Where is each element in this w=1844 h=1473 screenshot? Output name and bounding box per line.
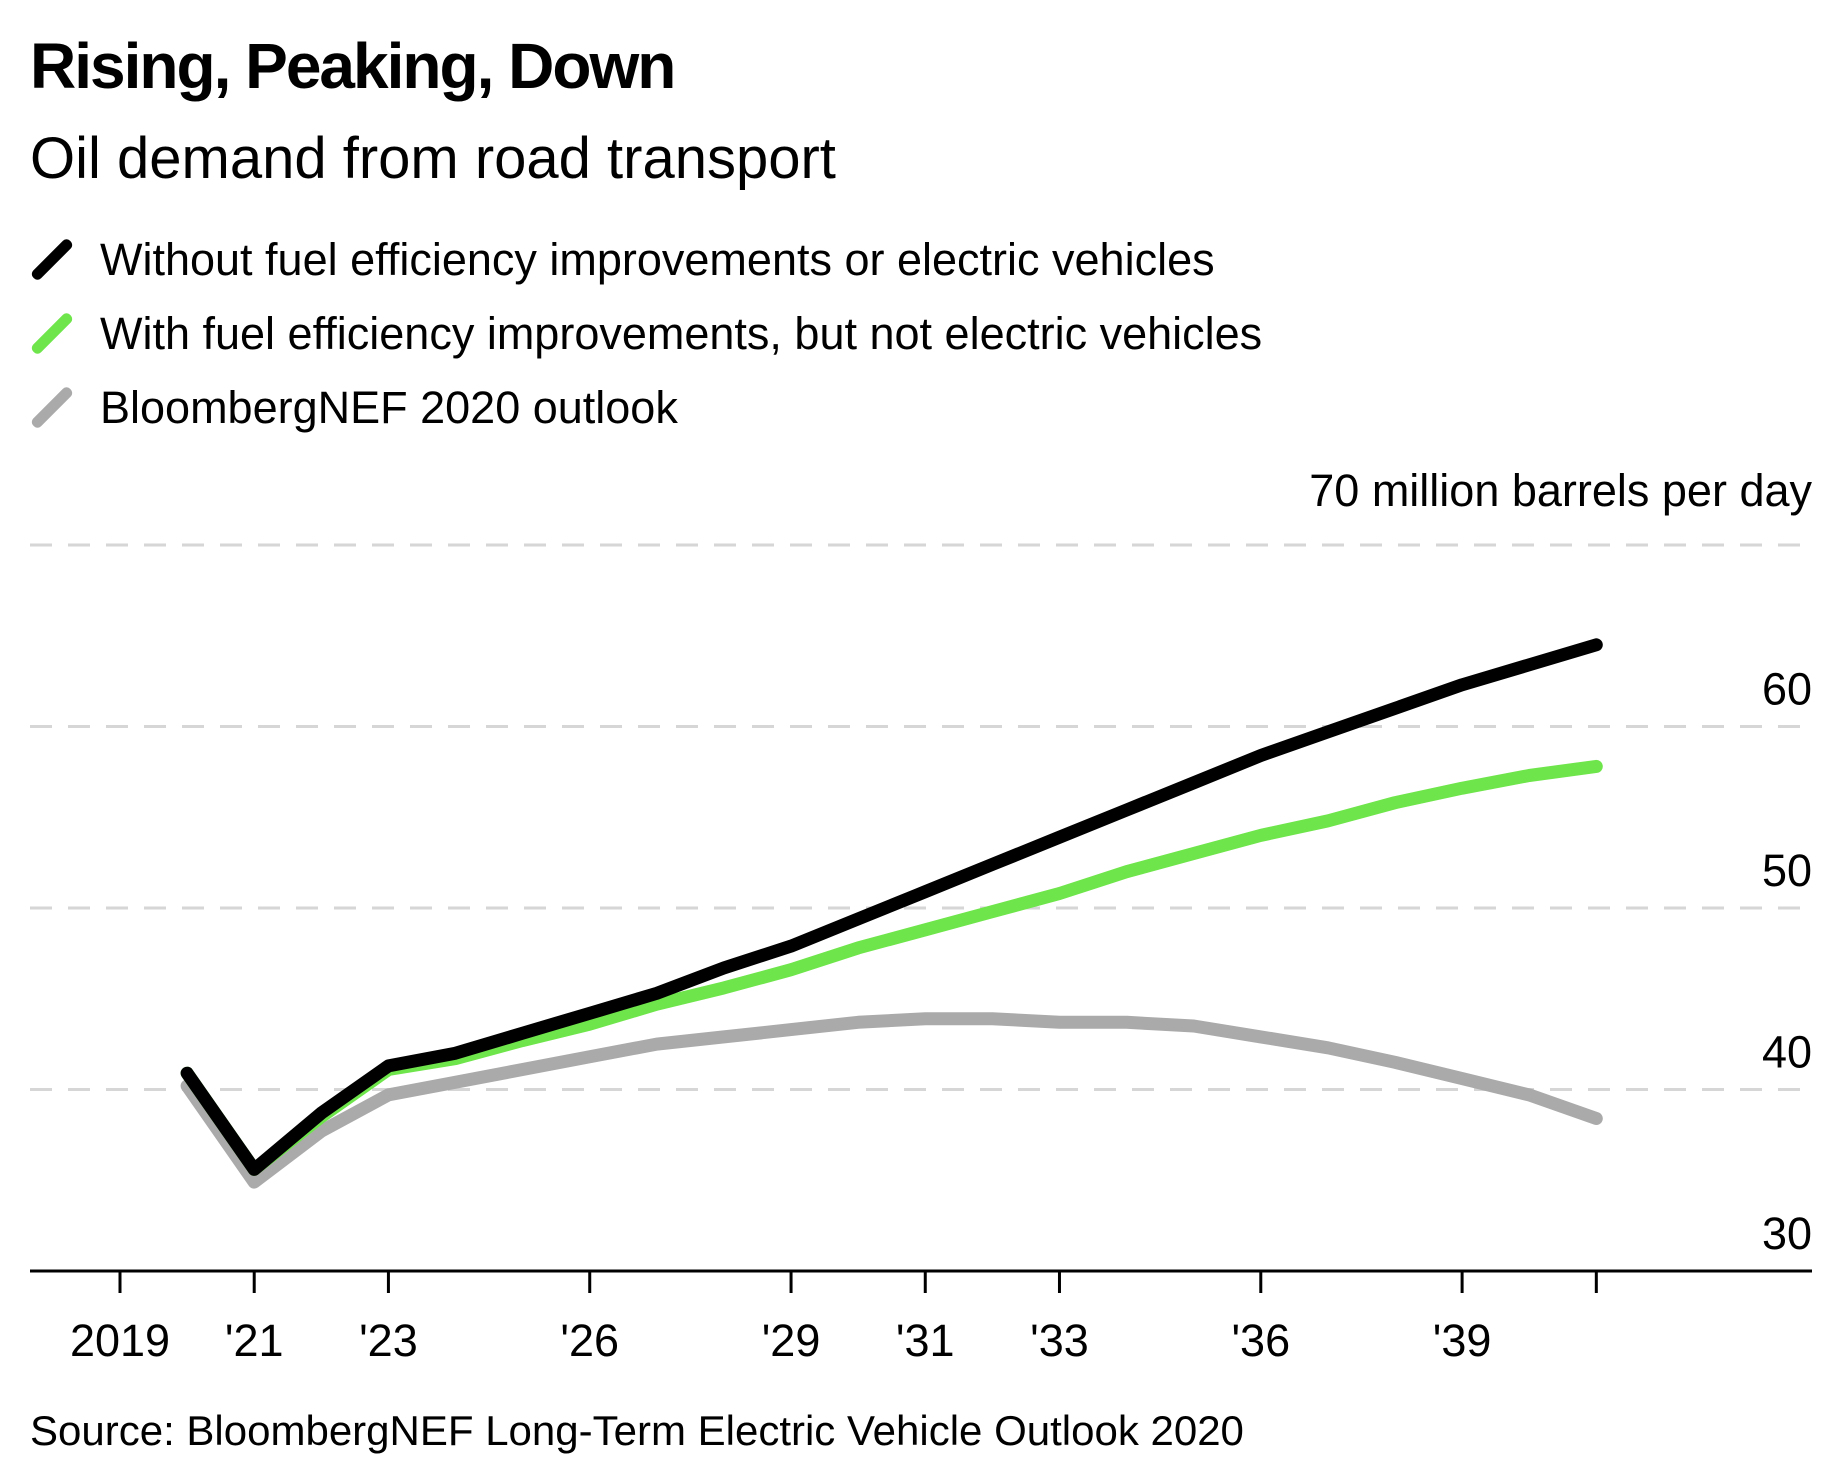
legend-item-bnef-outlook: BloombergNEF 2020 outlook (30, 370, 1262, 444)
legend-item-with-efficiency: With fuel efficiency improvements, but n… (30, 296, 1262, 370)
legend-item-no-efficiency: Without fuel efficiency improvements or … (30, 222, 1262, 296)
x-tick-label: 2019 (70, 1315, 170, 1366)
legend-label: With fuel efficiency improvements, but n… (100, 307, 1263, 359)
series-line-1 (180, 759, 1603, 1176)
legend: Without fuel efficiency improvements or … (30, 222, 1262, 444)
chart-title: Rising, Peaking, Down (30, 30, 676, 102)
x-tick-label: '21 (225, 1315, 284, 1366)
source-note: Source: BloombergNEF Long-Term Electric … (30, 1407, 1244, 1454)
y-tick-label: 40 (1762, 1027, 1812, 1078)
y-axis-unit-label: 70 million barrels per day (1309, 465, 1812, 516)
series-line-0 (180, 638, 1603, 1176)
series-line-2 (180, 1012, 1603, 1189)
y-tick-label: 50 (1762, 845, 1812, 896)
y-tick-label: 30 (1762, 1208, 1812, 1259)
legend-label: BloombergNEF 2020 outlook (100, 381, 678, 433)
x-tick-label: '23 (359, 1315, 418, 1366)
x-tick-label: '36 (1231, 1315, 1290, 1366)
x-tick-label: '39 (1433, 1315, 1492, 1366)
x-tick-label: '33 (1030, 1315, 1089, 1366)
y-tick-label: 60 (1762, 664, 1812, 715)
legend-label: Without fuel efficiency improvements or … (100, 233, 1215, 285)
x-tick-label: '26 (560, 1315, 619, 1366)
x-tick-label: '29 (762, 1315, 821, 1366)
x-tick-label: '31 (896, 1315, 955, 1366)
chart-subtitle: Oil demand from road transport (30, 126, 836, 191)
